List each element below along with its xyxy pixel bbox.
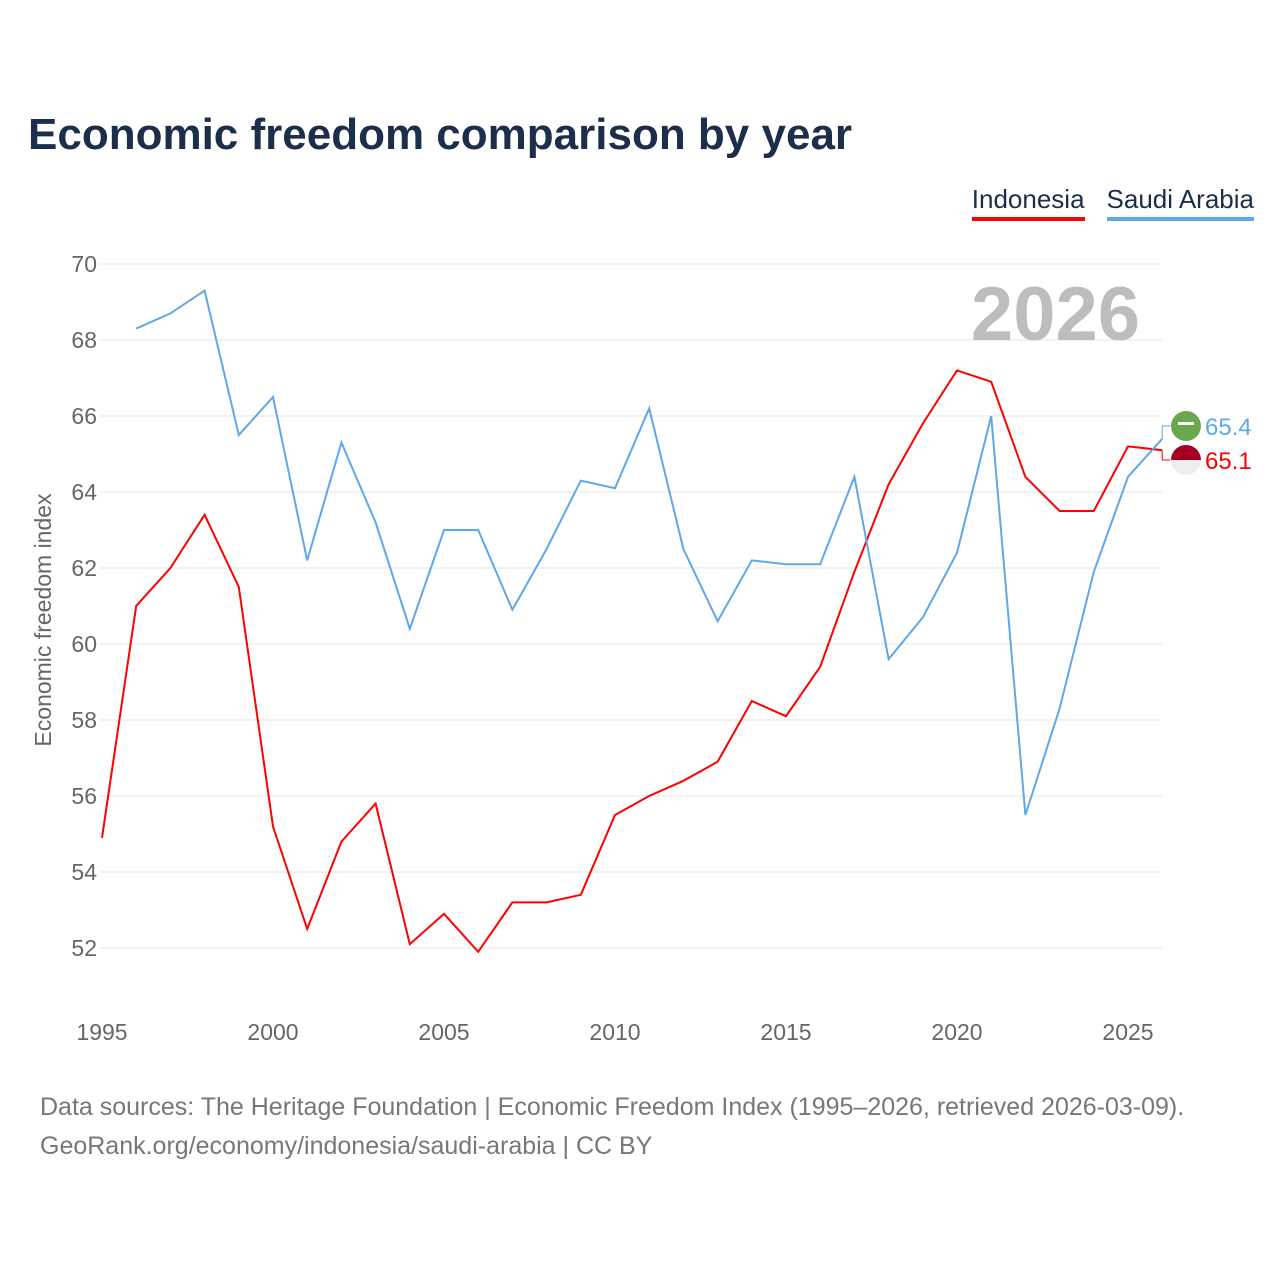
data-point[interactable] xyxy=(988,413,994,419)
data-point[interactable] xyxy=(373,801,379,807)
y-axis-label: Economic freedom index xyxy=(30,493,56,747)
x-tick-label: 1995 xyxy=(76,1019,127,1045)
data-point[interactable] xyxy=(133,603,139,609)
data-point[interactable] xyxy=(886,656,892,662)
data-point[interactable] xyxy=(441,527,447,533)
data-point[interactable] xyxy=(202,288,208,294)
source-line-1: Data sources: The Heritage Foundation | … xyxy=(40,1093,1185,1121)
data-point[interactable] xyxy=(167,310,173,316)
data-point[interactable] xyxy=(715,759,721,765)
x-tick-label: 2025 xyxy=(1102,1019,1153,1045)
data-point[interactable] xyxy=(1125,474,1131,480)
source-line-2[interactable]: GeoRank.org/economy/indonesia/saudi-arab… xyxy=(40,1132,653,1160)
data-point[interactable] xyxy=(338,440,344,446)
y-tick-label: 70 xyxy=(71,251,97,277)
flag-red-half xyxy=(1171,445,1201,460)
data-point[interactable] xyxy=(920,614,926,620)
data-point[interactable] xyxy=(133,326,139,332)
data-point[interactable] xyxy=(646,793,652,799)
y-tick-label: 66 xyxy=(71,403,97,429)
data-point[interactable] xyxy=(612,485,618,491)
data-point[interactable] xyxy=(544,899,550,905)
series-line-saudi-arabia xyxy=(135,288,1163,816)
data-point[interactable] xyxy=(1057,508,1063,514)
data-point[interactable] xyxy=(886,481,892,487)
x-tick-label: 2000 xyxy=(247,1019,298,1045)
data-point[interactable] xyxy=(441,911,447,917)
y-tick-label: 56 xyxy=(71,783,97,809)
end-connector xyxy=(1161,450,1171,461)
data-point[interactable] xyxy=(1022,474,1028,480)
data-point[interactable] xyxy=(715,618,721,624)
data-point[interactable] xyxy=(680,546,686,552)
y-tick-label: 68 xyxy=(71,327,97,353)
end-connector xyxy=(1161,425,1171,439)
data-point[interactable] xyxy=(373,519,379,525)
data-point[interactable] xyxy=(544,546,550,552)
data-point[interactable] xyxy=(1091,569,1097,575)
data-point[interactable] xyxy=(783,561,789,567)
saudi-arabia-flag-icon xyxy=(1171,411,1201,441)
year-watermark: 2026 xyxy=(971,272,1140,357)
x-tick-label: 2015 xyxy=(760,1019,811,1045)
legend-item-indonesia[interactable]: Indonesia xyxy=(971,184,1085,221)
y-tick-label: 62 xyxy=(71,555,97,581)
data-point[interactable] xyxy=(749,698,755,704)
data-point[interactable] xyxy=(680,778,686,784)
data-point[interactable] xyxy=(407,626,413,632)
data-point[interactable] xyxy=(1022,812,1028,818)
source-note: Data sources: The Heritage Foundation | … xyxy=(40,1088,1184,1166)
data-point[interactable] xyxy=(851,474,857,480)
data-point[interactable] xyxy=(475,949,481,955)
data-point[interactable] xyxy=(851,569,857,575)
legend-item-saudi-arabia[interactable]: Saudi Arabia xyxy=(1106,184,1254,221)
x-tick-label: 2020 xyxy=(931,1019,982,1045)
flag-emblem xyxy=(1178,422,1194,425)
data-point[interactable] xyxy=(817,561,823,567)
data-point[interactable] xyxy=(954,367,960,373)
data-point[interactable] xyxy=(578,892,584,898)
data-point[interactable] xyxy=(304,557,310,563)
data-point[interactable] xyxy=(1091,508,1097,514)
data-point[interactable] xyxy=(954,550,960,556)
y-tick-label: 64 xyxy=(71,479,97,505)
end-value-label: 65.4 xyxy=(1205,414,1252,441)
y-tick-label: 58 xyxy=(71,707,97,733)
legend: Indonesia Saudi Arabia xyxy=(971,184,1254,221)
x-tick-label: 2005 xyxy=(418,1019,469,1045)
y-tick-label: 54 xyxy=(71,859,97,885)
data-point[interactable] xyxy=(749,557,755,563)
series-line-indonesia xyxy=(101,369,1163,954)
chart-title: Economic freedom comparison by year xyxy=(28,110,853,159)
data-point[interactable] xyxy=(1057,706,1063,712)
data-point[interactable] xyxy=(338,839,344,845)
data-point[interactable] xyxy=(509,607,515,613)
data-point[interactable] xyxy=(236,584,242,590)
data-point[interactable] xyxy=(99,835,105,841)
data-point[interactable] xyxy=(646,405,652,411)
data-point[interactable] xyxy=(509,899,515,905)
data-point[interactable] xyxy=(920,421,926,427)
data-point[interactable] xyxy=(612,812,618,818)
x-tick-label: 2010 xyxy=(589,1019,640,1045)
end-value-label: 65.1 xyxy=(1205,448,1252,475)
data-point[interactable] xyxy=(988,379,994,385)
data-point[interactable] xyxy=(270,823,276,829)
y-tick-label: 52 xyxy=(71,935,97,961)
data-point[interactable] xyxy=(475,527,481,533)
y-tick-label: 60 xyxy=(71,631,97,657)
data-point[interactable] xyxy=(167,565,173,571)
data-point[interactable] xyxy=(1125,443,1131,449)
data-point[interactable] xyxy=(202,512,208,518)
data-point[interactable] xyxy=(304,926,310,932)
data-point[interactable] xyxy=(236,432,242,438)
data-point[interactable] xyxy=(578,478,584,484)
data-point[interactable] xyxy=(817,664,823,670)
data-point[interactable] xyxy=(270,394,276,400)
data-point[interactable] xyxy=(407,941,413,947)
data-point[interactable] xyxy=(783,713,789,719)
